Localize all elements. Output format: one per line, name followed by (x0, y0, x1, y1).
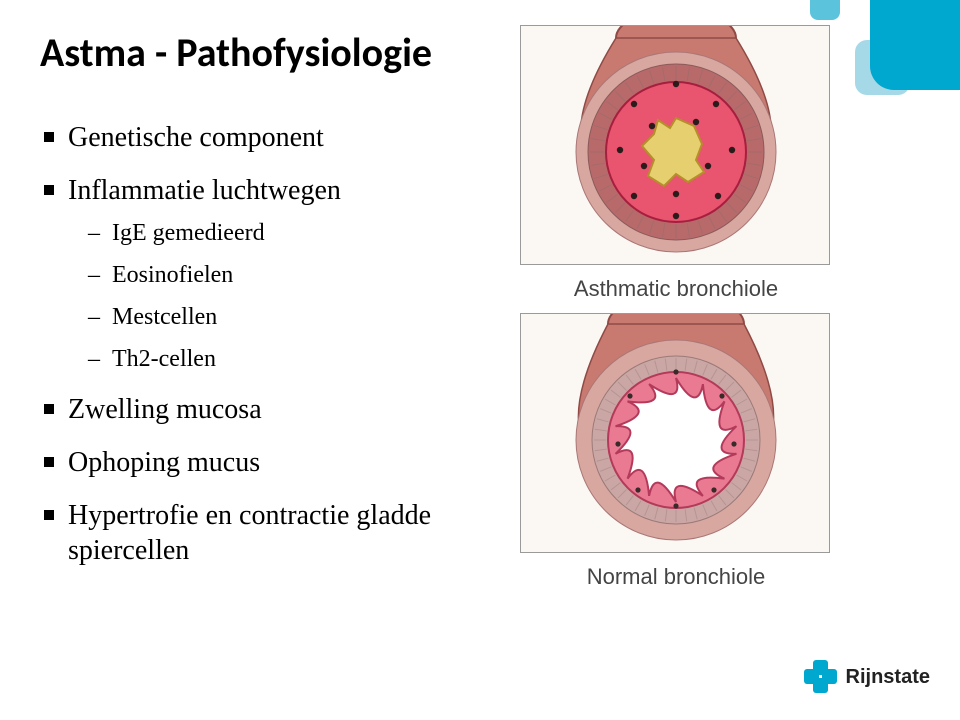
corner-square-small (810, 0, 840, 20)
sub-bullet-item: Mestcellen (68, 302, 510, 332)
bullet-text: Hypertrofie en contractie gladde spierce… (68, 500, 431, 566)
brand-logo: Rijnstate (804, 660, 930, 694)
bullet-text: Inflammatie luchtwegen (68, 175, 341, 206)
bullet-item: Ophoping mucus (40, 445, 510, 480)
illustration-column: Asthmatic bronchiole Normal bronchiole (520, 25, 830, 601)
normal-diagram (521, 314, 831, 554)
slide-content: Genetische component Inflammatie luchtweg… (40, 120, 510, 586)
bullet-item: Hypertrofie en contractie gladde spierce… (40, 498, 510, 568)
sub-bullet-item: Eosinofielen (68, 260, 510, 290)
sub-bullet-item: Th2-cellen (68, 344, 510, 374)
bullet-item: Genetische component (40, 120, 510, 155)
sub-bullet-item: IgE gemedieerd (68, 218, 510, 248)
bullet-text: Zwelling mucosa (68, 394, 262, 425)
bullet-list: Genetische component Inflammatie luchtweg… (40, 120, 510, 568)
bullet-text: Ophoping mucus (68, 447, 260, 478)
corner-square-large (870, 0, 960, 90)
panel-label-normal: Normal bronchiole (521, 564, 831, 590)
bullet-item: Zwelling mucosa (40, 392, 510, 427)
panel-asthmatic: Asthmatic bronchiole (520, 25, 830, 265)
bullet-text: Genetische component (68, 122, 324, 153)
bullet-item: Inflammatie luchtwegen IgE gemedieerd Eosi… (40, 173, 510, 374)
brand-logo-mark (804, 660, 838, 694)
slide: Astma - Pathofysiologie Genetische compo… (0, 0, 960, 720)
corner-square-medium (855, 40, 910, 95)
brand-logo-text: Rijnstate (846, 666, 930, 689)
asthmatic-diagram (521, 26, 831, 266)
sub-bullet-list: IgE gemedieerd Eosinofielen Mestcellen Th2-… (68, 218, 510, 374)
slide-title: Astma - Pathofysiologie (40, 28, 432, 77)
panel-normal: Normal bronchiole (520, 313, 830, 553)
panel-label-asthmatic: Asthmatic bronchiole (521, 276, 831, 302)
